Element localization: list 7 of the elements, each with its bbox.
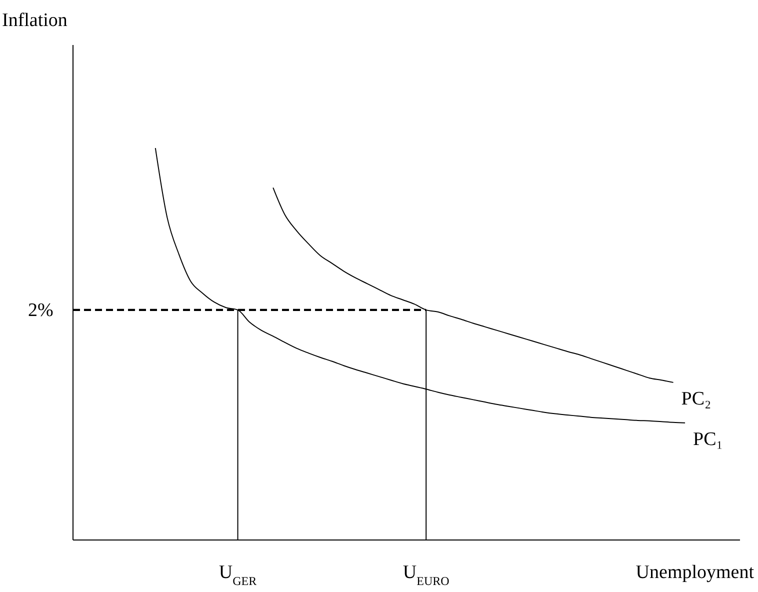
x-tick-label: U$_{EURO}$ — [402, 562, 450, 588]
x-axis-title: Unemployment — [636, 562, 755, 583]
text: Inflation — [2, 10, 68, 31]
x-tick-label: U$_{GER}$ — [218, 562, 257, 588]
series-label: PC₂ — [681, 388, 712, 410]
series-label: PC₁ — [693, 428, 723, 450]
text: 2% — [28, 300, 54, 321]
